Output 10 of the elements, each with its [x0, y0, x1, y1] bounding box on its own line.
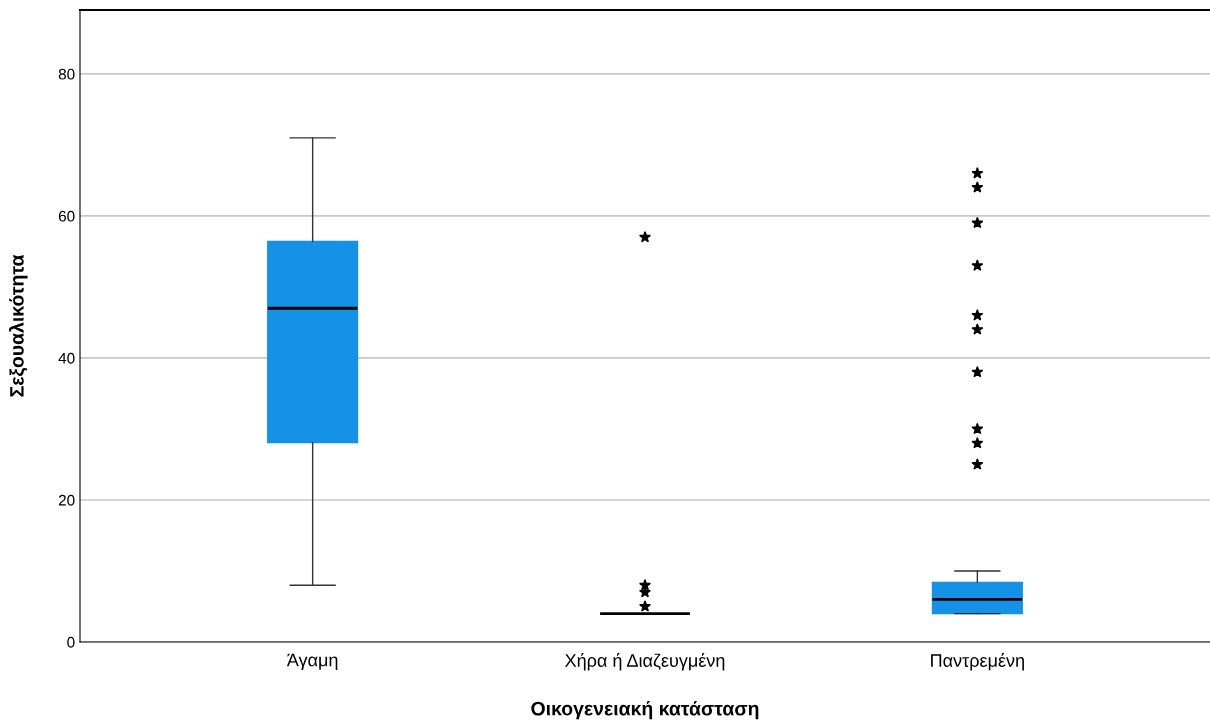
- y-tick-label: 20: [58, 494, 75, 506]
- x-axis-title: Οικογενειακή κατάσταση: [531, 701, 759, 720]
- y-tick-label: 0: [67, 636, 75, 648]
- x-tick-label: Άγαμη: [286, 653, 338, 670]
- x-tick-label: Χήρα ή Διαζευγμένη: [565, 653, 725, 671]
- y-axis-title: Σεξουαλικότητα: [8, 254, 28, 397]
- y-tick-label: 80: [58, 68, 75, 80]
- y-tick-label: 40: [58, 352, 75, 364]
- y-tick-label: 60: [58, 210, 75, 222]
- x-tick-label: Παντρεμένη: [931, 653, 1024, 671]
